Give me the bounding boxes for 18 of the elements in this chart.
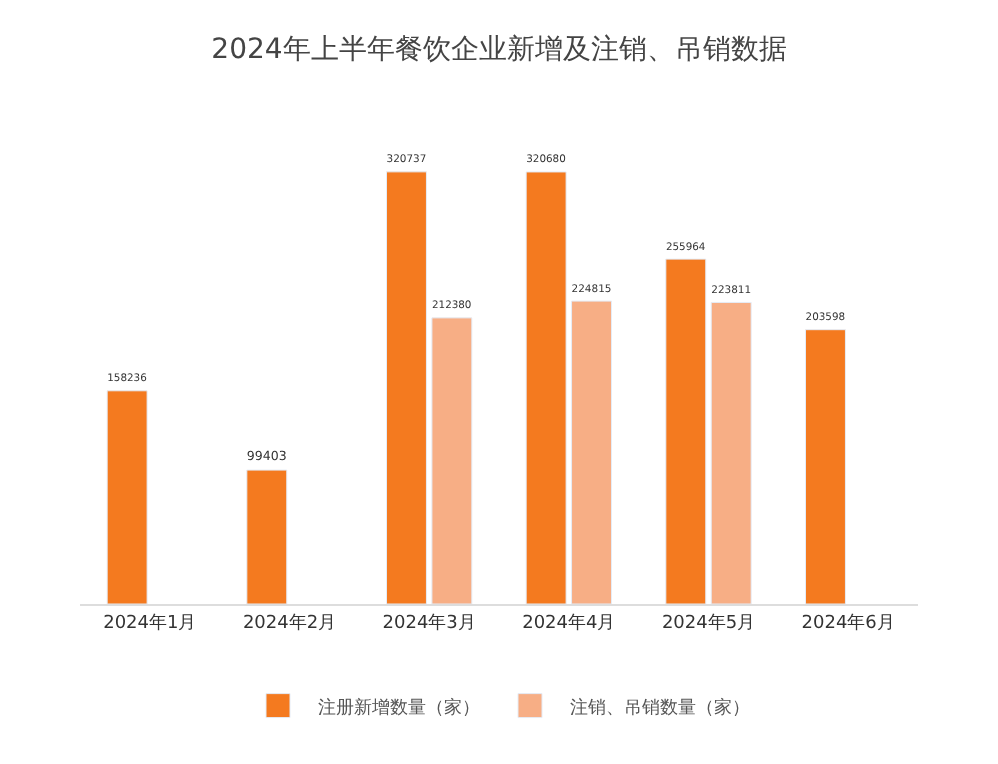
bar — [710, 301, 752, 604]
bar — [246, 469, 288, 604]
legend-label: 注销、吊销数量（家） — [570, 696, 750, 719]
bar — [386, 171, 427, 604]
x-tick-label: 2024年4月 — [522, 611, 616, 634]
bar — [571, 300, 612, 604]
bar — [106, 390, 148, 604]
bar — [805, 329, 846, 604]
chart-title: 2024年上半年餐饮企业新增及注销、吊销数据 — [211, 33, 787, 66]
x-tick-label: 2024年6月 — [801, 611, 895, 634]
x-tick-label: 2024年3月 — [382, 611, 476, 634]
x-tick-label: 2024年1月 — [103, 611, 197, 634]
bar — [431, 317, 473, 604]
x-tick-label: 2024年2月 — [242, 611, 337, 634]
bar — [525, 171, 567, 604]
legend-label: 注册新增数量（家） — [318, 696, 480, 719]
bar — [665, 258, 707, 604]
x-tick-label: 2024年5月 — [661, 611, 756, 634]
